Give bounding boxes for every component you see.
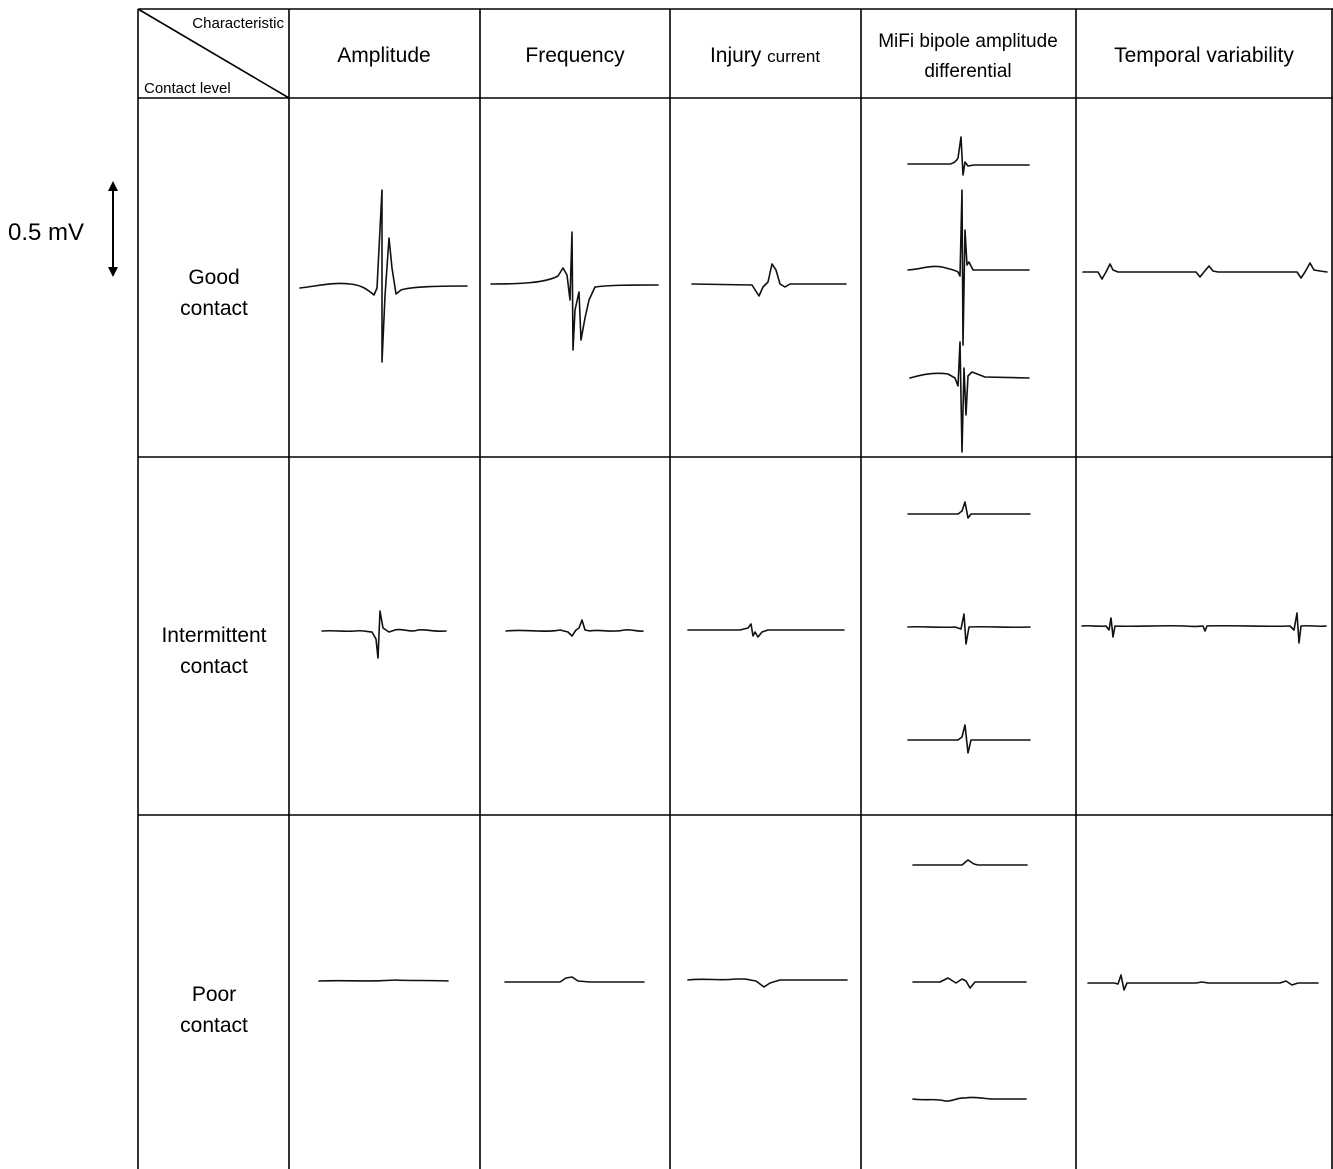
trace-poor-mifi-3 [912, 1096, 1027, 1102]
column-header-mifi-line1: MiFi bipole amplitude [878, 31, 1058, 52]
trace-intermittent-mifi-2 [907, 613, 1031, 645]
trace-intermittent-temporal [1081, 612, 1327, 644]
column-header-temporal-variability: Temporal variability [1114, 44, 1294, 67]
row-header-intermittent-line1: Intermittent [161, 624, 266, 647]
corner-header-top-label: Characteristic [192, 15, 284, 32]
trace-intermittent-amplitude [321, 610, 447, 659]
traces-intermittent-contact [321, 501, 1327, 754]
corner-header-bottom-label: Contact level [144, 80, 231, 97]
row-header-poor-line1: Poor [192, 983, 236, 1006]
trace-poor-mifi-2 [912, 977, 1027, 989]
trace-intermittent-frequency [505, 619, 644, 637]
column-header-amplitude: Amplitude [337, 44, 430, 67]
corner-header: Characteristic Contact level [144, 15, 284, 97]
trace-good-mifi-1 [907, 136, 1030, 176]
column-header-injury-small: current [767, 47, 820, 66]
corner-diagonal [137, 8, 290, 99]
trace-poor-temporal [1087, 974, 1319, 991]
trace-good-mifi-2 [907, 189, 1030, 346]
trace-intermittent-mifi-3 [907, 724, 1031, 754]
column-header-injury-main: Injury [710, 44, 762, 67]
trace-good-injury [691, 263, 847, 297]
trace-poor-frequency [504, 976, 645, 983]
trace-poor-injury [687, 978, 848, 988]
table-grid [137, 8, 1333, 1169]
scale-bar: 0.5 mV [8, 181, 118, 277]
trace-intermittent-injury [687, 623, 845, 638]
row-header-good-line1: Good [188, 266, 239, 289]
row-headers: Good contact Intermittent contact Poor c… [161, 266, 266, 1037]
trace-good-frequency [490, 231, 659, 351]
trace-good-temporal [1082, 262, 1328, 280]
trace-good-amplitude [299, 189, 468, 363]
row-header-good-line2: contact [180, 297, 248, 320]
column-header-mifi-line2: differential [924, 61, 1011, 82]
column-headers: Amplitude Frequency Injury current MiFi … [337, 31, 1294, 82]
traces-poor-contact [318, 859, 1319, 1102]
column-header-injury-current: Injury current [710, 44, 820, 67]
row-header-intermittent-line2: contact [180, 655, 248, 678]
row-header-poor-line2: contact [180, 1014, 248, 1037]
trace-poor-amplitude [318, 979, 449, 982]
trace-good-mifi-3 [909, 341, 1030, 453]
column-header-frequency: Frequency [525, 44, 625, 67]
trace-poor-mifi-1 [912, 859, 1028, 866]
traces-good-contact [299, 136, 1328, 453]
trace-intermittent-mifi-1 [907, 501, 1031, 519]
scale-bar-label: 0.5 mV [8, 219, 84, 246]
